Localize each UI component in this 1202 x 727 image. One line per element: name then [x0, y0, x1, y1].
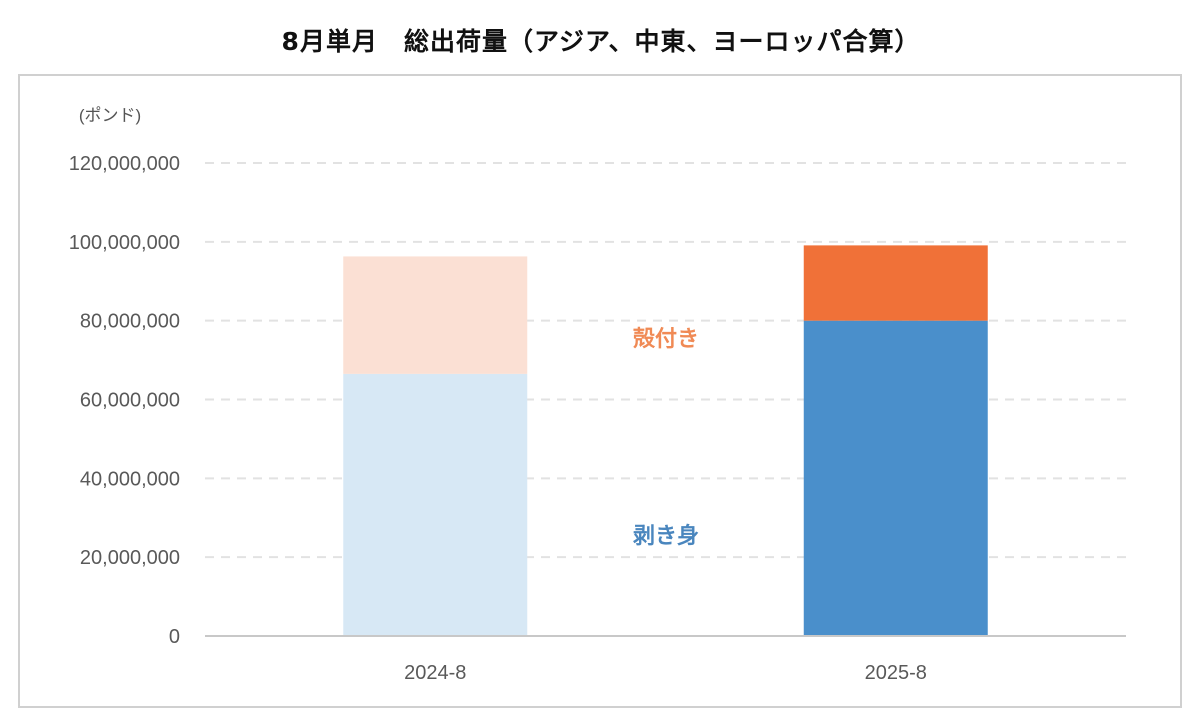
y-tick-label: 60,000,000	[80, 390, 180, 412]
bar-segment-peeled-2025-8	[803, 320, 988, 636]
bars	[343, 245, 988, 636]
bar-segment-peeled-2024-8	[343, 373, 528, 636]
y-tick-label: 40,000,000	[80, 468, 180, 490]
y-unit-label: (ポンド)	[79, 106, 141, 125]
x-tick-label: 2025-8	[865, 662, 927, 684]
x-tick-label: 2024-8	[404, 662, 466, 684]
x-tick-labels: 2024-8 2025-8	[404, 662, 927, 684]
chart-title: 8月単月 総出荷量（アジア、中東、ヨーロッパ合算）	[281, 27, 921, 56]
y-tick-label: 0	[169, 626, 180, 648]
y-tick-labels: 0 20,000,000 40,000,000 60,000,000 80,000,00…	[69, 153, 180, 648]
bar-segment-shell-on-2024-8	[343, 256, 528, 374]
chart-frame	[18, 74, 1182, 708]
y-tick-label: 80,000,000	[80, 311, 180, 333]
y-tick-label: 20,000,000	[80, 547, 180, 569]
series-label-peeled: 剥き身	[633, 523, 699, 549]
bar-segment-shell-on-2025-8	[803, 245, 988, 321]
y-tick-label: 120,000,000	[69, 153, 180, 175]
y-tick-label: 100,000,000	[69, 232, 180, 254]
grid-lines	[205, 162, 1126, 559]
series-label-shell-on: 殻付き	[633, 327, 699, 352]
